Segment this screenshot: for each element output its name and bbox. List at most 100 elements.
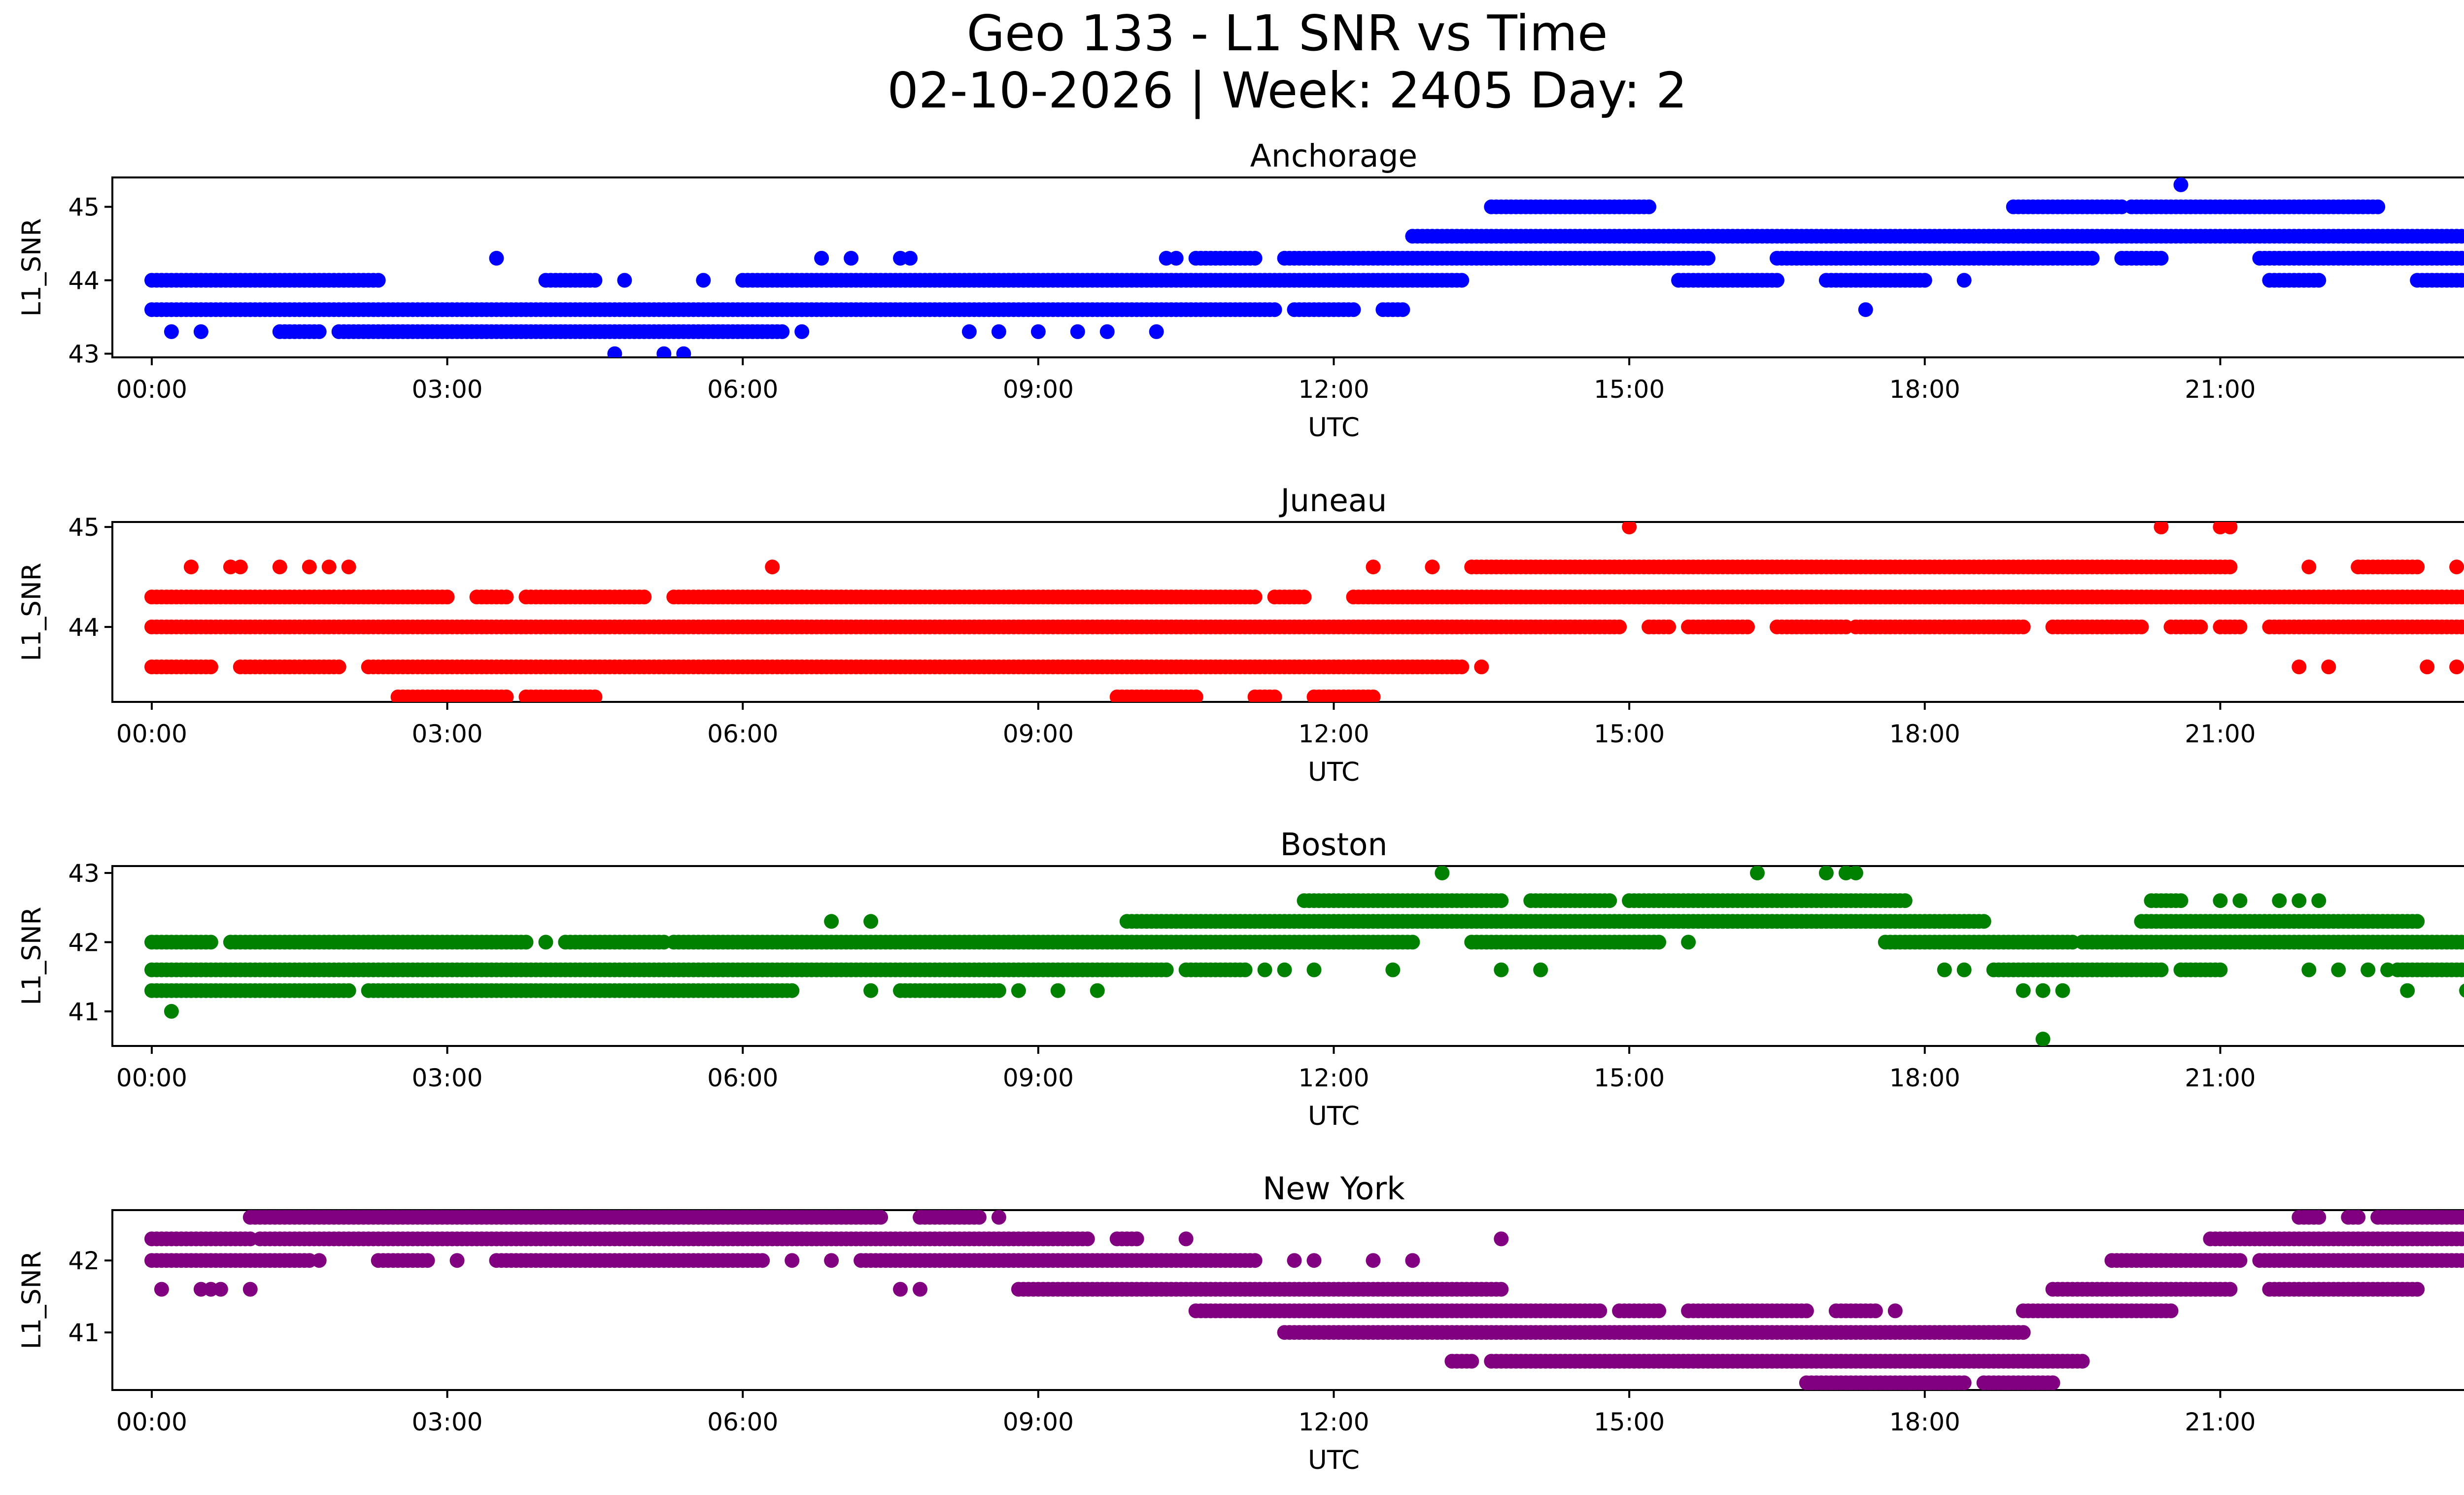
data-point bbox=[2459, 1232, 2464, 1246]
data-point bbox=[2459, 963, 2464, 977]
data-point bbox=[1435, 866, 1450, 880]
y-axis-label: L1_SNR bbox=[17, 218, 47, 317]
subplot-title: New York bbox=[1263, 1171, 1405, 1207]
data-point bbox=[203, 660, 218, 674]
data-point bbox=[844, 250, 859, 266]
data-point bbox=[1454, 273, 1470, 288]
data-point bbox=[164, 324, 179, 339]
data-point bbox=[2370, 199, 2386, 214]
data-point bbox=[499, 689, 514, 702]
data-point bbox=[2410, 559, 2425, 575]
data-point bbox=[1247, 250, 1263, 266]
data-point bbox=[1030, 324, 1046, 339]
data-point bbox=[2449, 559, 2464, 575]
x-tick-label: 18:00 bbox=[1889, 1064, 1960, 1092]
data-point bbox=[2193, 619, 2208, 634]
data-point bbox=[311, 324, 327, 339]
data-point bbox=[1622, 522, 1637, 535]
data-point bbox=[1385, 962, 1401, 977]
data-point bbox=[1267, 302, 1282, 317]
data-point bbox=[302, 559, 317, 575]
data-point bbox=[1099, 324, 1115, 339]
y-tick-label: 42 bbox=[68, 928, 100, 957]
data-point bbox=[2292, 660, 2307, 674]
y-tick-label: 41 bbox=[68, 998, 100, 1026]
data-point bbox=[2459, 590, 2464, 604]
data-point bbox=[1858, 302, 1873, 317]
data-point bbox=[785, 983, 800, 998]
data-point bbox=[1848, 866, 1863, 880]
data-point bbox=[971, 1210, 987, 1225]
figure-title-line2: 02-10-2026 | Week: 2405 Day: 2 bbox=[887, 62, 1687, 119]
data-point bbox=[2311, 893, 2327, 908]
data-point bbox=[2459, 251, 2464, 266]
data-point bbox=[2459, 983, 2464, 998]
data-point bbox=[2232, 619, 2248, 634]
data-point bbox=[2311, 273, 2327, 288]
data-point bbox=[1297, 590, 1312, 605]
data-point bbox=[2223, 1282, 2238, 1297]
data-point bbox=[2232, 1253, 2248, 1268]
data-point bbox=[1494, 962, 1509, 977]
data-point bbox=[2410, 1282, 2425, 1297]
data-point bbox=[1592, 1303, 1608, 1319]
data-point bbox=[873, 1210, 889, 1225]
data-point bbox=[755, 1253, 770, 1268]
x-tick-label: 03:00 bbox=[412, 375, 483, 404]
data-point bbox=[1602, 893, 1617, 908]
data-point bbox=[961, 324, 977, 339]
data-point bbox=[1868, 1303, 1883, 1319]
data-point bbox=[1366, 559, 1381, 575]
data-point bbox=[1494, 1282, 1509, 1297]
data-point bbox=[440, 590, 455, 605]
data-point bbox=[1740, 619, 1755, 634]
data-point bbox=[1011, 983, 1026, 998]
data-point bbox=[676, 346, 691, 357]
y-tick-label: 43 bbox=[68, 340, 100, 369]
data-point bbox=[2223, 522, 2238, 535]
data-point bbox=[1306, 962, 1322, 977]
x-tick-label: 21:00 bbox=[2185, 1064, 2256, 1092]
data-point bbox=[499, 590, 514, 605]
data-point bbox=[1956, 962, 1972, 977]
data-point bbox=[1533, 962, 1548, 977]
data-point bbox=[775, 324, 790, 339]
data-point bbox=[903, 250, 918, 266]
data-point bbox=[765, 559, 780, 575]
data-point bbox=[2134, 619, 2149, 634]
data-point bbox=[2223, 559, 2238, 575]
data-point bbox=[2400, 983, 2415, 998]
data-point bbox=[1346, 302, 1361, 317]
data-point bbox=[203, 935, 218, 950]
data-point bbox=[1267, 689, 1282, 702]
data-point bbox=[164, 1004, 179, 1019]
data-point bbox=[321, 559, 337, 575]
data-point bbox=[2272, 893, 2287, 908]
data-point bbox=[1257, 962, 1272, 977]
data-point bbox=[1070, 324, 1085, 339]
data-point bbox=[1701, 250, 1715, 266]
x-tick-label: 12:00 bbox=[1298, 375, 1369, 404]
data-point bbox=[489, 250, 504, 266]
data-point bbox=[1651, 1303, 1667, 1319]
data-point bbox=[1750, 866, 1765, 880]
data-point bbox=[2459, 229, 2464, 243]
data-point bbox=[2459, 620, 2464, 634]
data-point bbox=[2459, 1253, 2464, 1268]
data-point bbox=[1247, 1253, 1263, 1268]
x-tick-label: 09:00 bbox=[1003, 375, 1074, 404]
data-point bbox=[2301, 559, 2317, 575]
data-point bbox=[1454, 660, 1470, 674]
subplot-title: Boston bbox=[1280, 827, 1388, 863]
data-point bbox=[1612, 619, 1627, 634]
data-point bbox=[617, 273, 632, 288]
data-point bbox=[2311, 1210, 2327, 1225]
data-point bbox=[656, 346, 672, 357]
data-point bbox=[2380, 962, 2396, 977]
data-point bbox=[2154, 250, 2169, 266]
data-point bbox=[2016, 983, 2031, 998]
y-tick-label: 45 bbox=[68, 513, 100, 542]
